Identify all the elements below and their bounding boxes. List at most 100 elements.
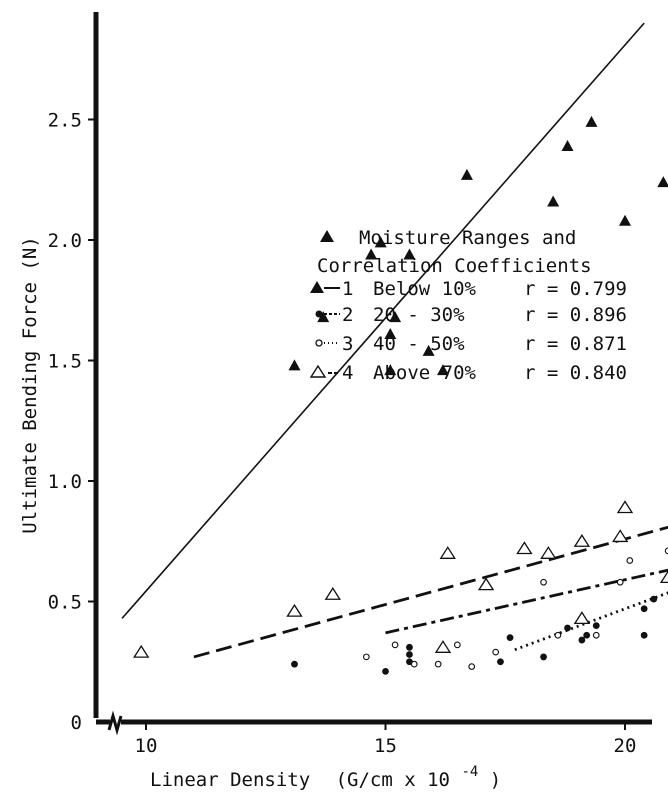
fit-line-dashed [193,525,668,659]
y-tick-label: 2.0 [48,230,82,252]
point-40-50 [454,641,461,649]
legend-entry-number: 3 [342,333,353,355]
point-below-10 [460,168,473,180]
point-20-30 [291,660,298,668]
point-40-50 [391,641,399,649]
fit-lines [121,22,668,659]
point-20-30 [578,636,586,644]
point-above-70 [573,611,591,625]
point-20-30 [640,631,648,639]
point-below-10 [619,214,631,226]
x-tick-label: 15 [374,735,397,757]
data-points [133,115,668,675]
y-tick-label: 2.5 [48,110,82,132]
legend-entry-range: 20 - 30% [373,304,465,326]
point-40-50 [468,663,476,670]
point-20-30 [564,624,571,632]
point-20-30 [406,651,413,658]
legend-entry-2: 2 20 - 30% r = 0.896 [315,304,627,326]
point-below-10 [403,248,416,260]
point-20-30 [382,667,389,675]
x-axis-title: Linear Density (G/cm x 10 -4 ) [150,759,501,791]
legend-entry-1: 1 Below 10% r = 0.799 [310,278,627,300]
fit-line-solid [121,22,645,619]
point-20-30 [583,631,591,639]
point-above-70 [616,500,634,514]
point-20-30 [592,622,600,629]
legend-entry-r: r = 0.799 [524,278,627,300]
point-below-10 [585,115,598,127]
legend-entry-r: r = 0.896 [524,304,627,326]
point-20-30 [540,653,547,661]
filled-circle-icon [315,310,323,318]
x-tick-label: 10 [135,735,158,757]
point-above-70 [133,644,150,658]
legend-entry-range: 40 - 50% [373,333,465,355]
point-40-50 [616,578,624,586]
point-above-70 [439,546,456,559]
point-20-30 [406,643,413,651]
point-below-10 [288,359,301,371]
y-tick-label: 0 [71,712,82,734]
legend-title-line1: Moisture Ranges and [359,227,576,249]
point-below-10 [657,176,668,188]
point-40-50 [362,653,370,661]
y-tick-label: 0.5 [48,592,82,614]
x-tick-label: 20 [614,735,637,757]
point-20-30 [506,634,514,642]
open-circle-icon [315,339,323,347]
point-below-10 [422,344,435,356]
legend-title-line2: Correlation Coefficients [317,255,592,277]
point-20-30 [497,658,504,666]
legend-entry-number: 4 [342,362,353,384]
legend-entry-r: r = 0.840 [524,362,627,384]
point-above-70 [612,529,629,543]
point-below-10 [317,311,330,323]
legend-entry-number: 2 [342,304,353,326]
point-40-50 [540,578,547,586]
fit-line-dotted [514,591,668,652]
y-tick-label: 1.0 [48,471,82,493]
point-40-50 [626,557,634,564]
point-40-50 [410,660,418,668]
legend-entry-4: 4 Above 70% r = 0.840 [309,362,627,384]
point-below-10 [365,248,378,260]
point-40-50 [434,660,442,668]
point-below-10 [384,327,397,339]
point-below-10 [436,364,449,376]
legend-entry-number: 1 [342,278,353,300]
point-below-10 [547,195,560,207]
fit-line-dash-dot [385,568,668,635]
axis-break-mark [107,710,123,736]
filled-triangle-icon [310,281,324,293]
point-above-70 [477,577,495,591]
point-40-50 [554,631,562,639]
point-40-50 [592,631,600,639]
point-above-70 [573,534,591,547]
point-below-10 [561,140,574,152]
point-20-30 [640,605,648,613]
legend-entry-range: Above 70% [373,362,477,384]
point-above-70 [286,603,303,617]
point-below-10 [374,236,387,248]
legend-entry-range: Below 10% [373,278,477,300]
point-40-50 [664,547,668,555]
axis-ticks: 101520253000.51.01.52.02.5 [48,110,637,758]
open-triangle-icon [309,364,327,378]
y-axis-title: Ultimate Bending Force (N) [19,236,41,533]
point-40-50 [492,648,500,656]
point-below-10 [384,364,397,376]
point-above-70 [434,640,452,653]
point-above-70 [659,570,668,584]
point-20-30 [650,595,658,603]
point-above-70 [324,587,341,600]
legend-entry-r: r = 0.871 [524,333,627,355]
legend: Moisture Ranges and Correlation Coeffici… [309,227,627,384]
legend-header-marker [320,230,334,242]
y-tick-label: 1.5 [48,351,82,373]
legend-entry-3: 3 40 - 50% r = 0.871 [315,333,627,355]
point-below-10 [389,311,402,323]
point-above-70 [540,546,557,559]
point-above-70 [516,541,533,555]
